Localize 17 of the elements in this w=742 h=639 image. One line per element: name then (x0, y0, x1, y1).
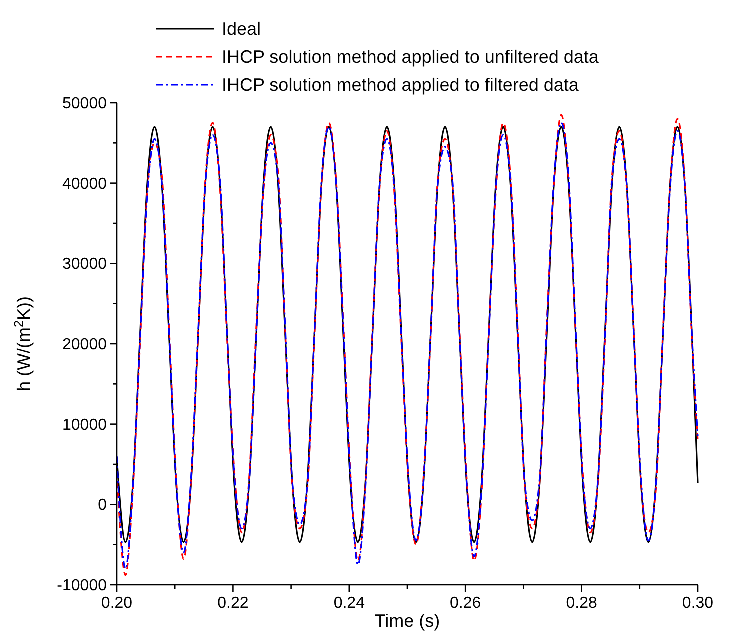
y-tick-label: 0 (98, 497, 108, 514)
y-tick-label: 30000 (62, 256, 108, 274)
legend-label: Ideal (222, 19, 262, 39)
y-tick-label: 20000 (62, 336, 108, 354)
y-tick-label: -10000 (57, 578, 108, 594)
x-axis-title: Time (s) (374, 611, 440, 631)
x-tick-label: 0.28 (566, 595, 598, 612)
legend-label: IHCP solution method applied to unfiltered data (222, 47, 600, 67)
x-tick-label: 0.22 (218, 595, 249, 612)
x-tick-label: 0.20 (101, 595, 133, 612)
y-tick-label: 50000 (62, 96, 108, 112)
x-tick-label: 0.24 (334, 595, 366, 612)
x-tick-label: 0.26 (450, 595, 482, 612)
legend-label: IHCP solution method applied to filtered data (222, 75, 580, 95)
x-tick-label: 0.30 (682, 595, 714, 612)
y-tick-label: 40000 (62, 176, 108, 193)
y-tick-label: 10000 (62, 416, 108, 434)
